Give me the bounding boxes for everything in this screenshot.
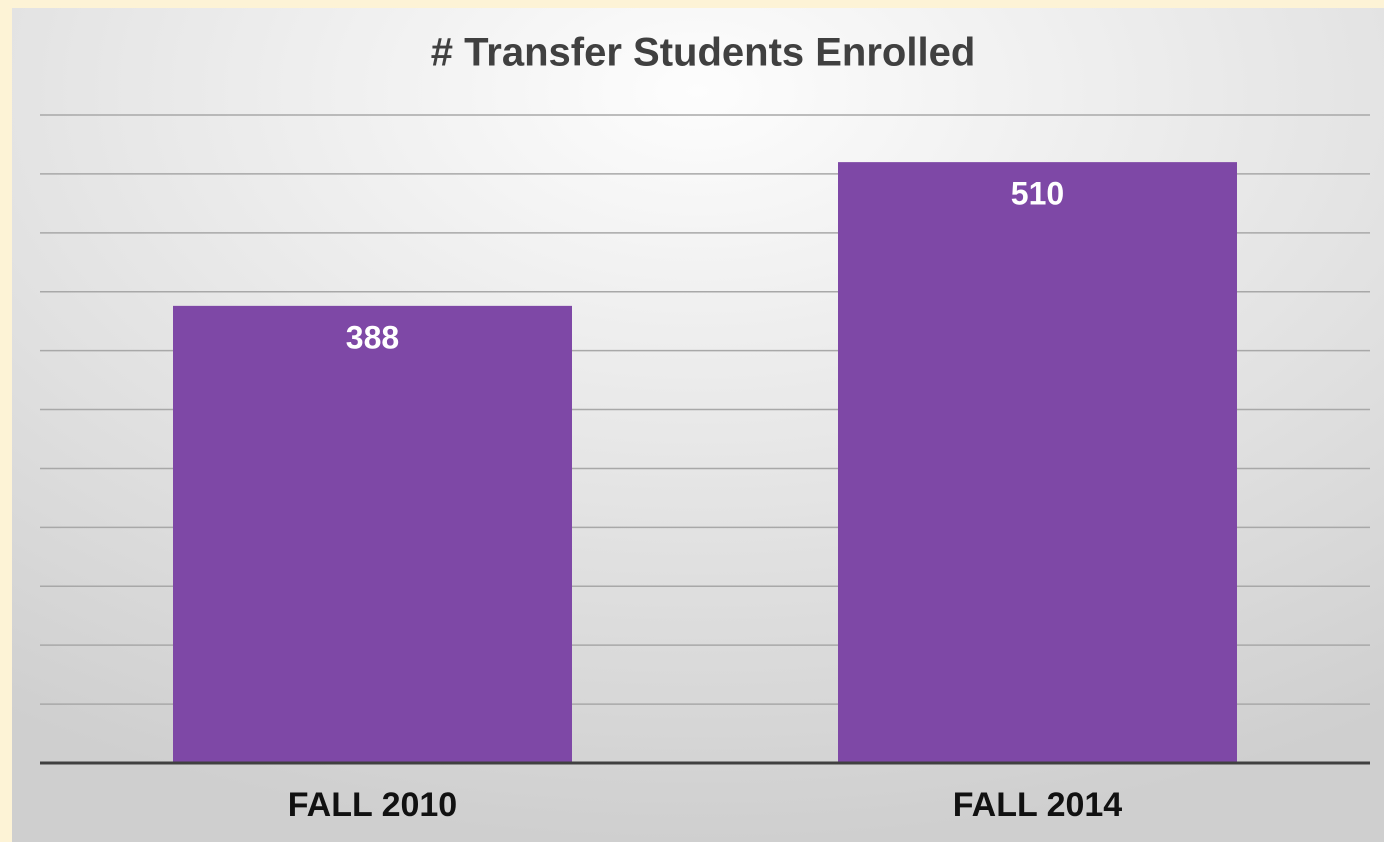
bar — [838, 162, 1237, 764]
chart-title: # Transfer Students Enrolled — [431, 31, 976, 75]
data-label: 510 — [1011, 176, 1064, 212]
bar — [173, 305, 572, 763]
data-label: 388 — [346, 319, 399, 355]
x-tick-label: FALL 2014 — [953, 786, 1123, 824]
x-tick-label: FALL 2010 — [288, 786, 457, 824]
